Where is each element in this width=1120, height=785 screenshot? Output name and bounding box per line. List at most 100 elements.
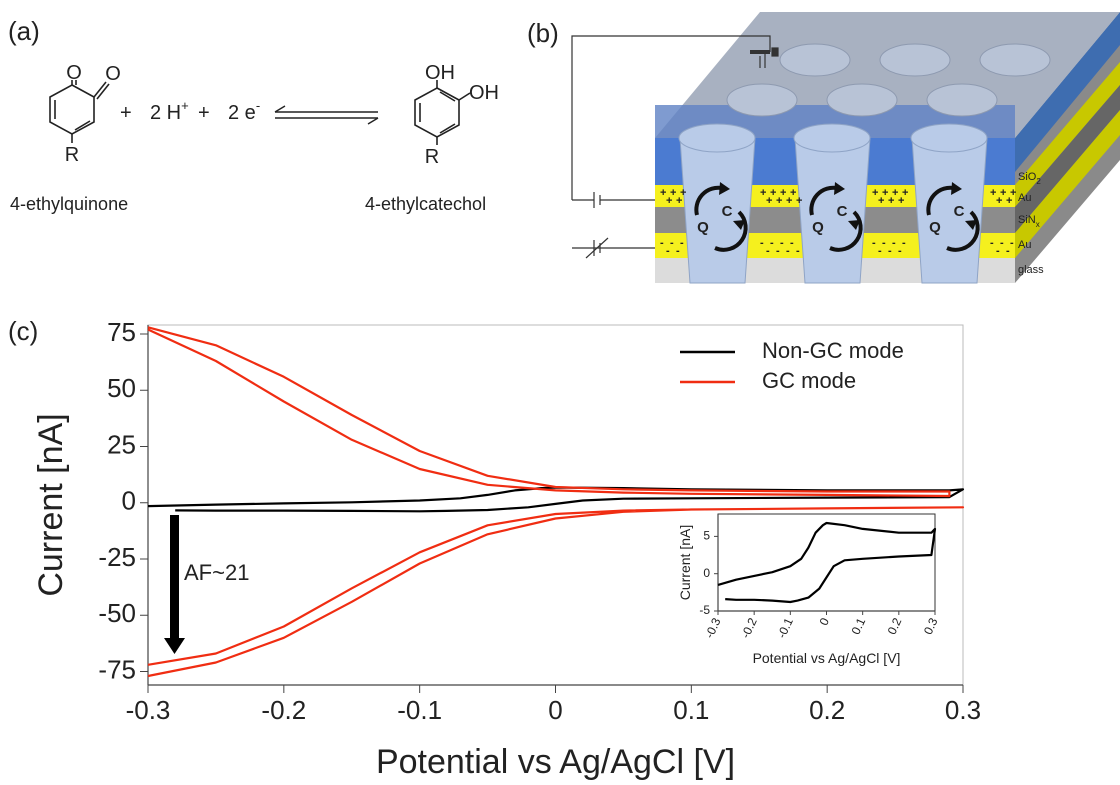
charge: + <box>776 195 782 207</box>
cycle-label: Q <box>929 219 941 236</box>
cycle-arrow <box>694 185 723 216</box>
cycle-label: C <box>954 203 965 220</box>
legend-label: GC mode <box>762 368 856 393</box>
y-tick-label: 0 <box>122 486 136 516</box>
charge: - <box>770 237 774 249</box>
charge: - <box>1010 237 1014 249</box>
x-tick-label: 0.2 <box>809 695 845 725</box>
y-axis-label: Current [nA] <box>677 525 693 600</box>
charge: + <box>790 187 796 199</box>
charge: + <box>660 187 666 199</box>
charge: + <box>680 187 686 199</box>
equilibrium-arrow <box>274 105 379 125</box>
x-axis-label: Potential vs Ag/AgCl [V] <box>376 743 735 781</box>
charge: - <box>666 245 670 257</box>
x-tick-label: 0.3 <box>945 695 981 725</box>
y-tick-label: -25 <box>98 542 136 572</box>
panel-b: (b) + + ++ +- - -- -+ + + ++ + + +- - - -- - - -+ + + ++ + +- - -… <box>527 12 1120 284</box>
charge: - <box>990 237 994 249</box>
charge: - <box>660 237 664 249</box>
charge: + <box>902 187 908 199</box>
charge: + <box>892 187 898 199</box>
y-tick-label: 50 <box>107 373 136 403</box>
x-tick-label: 0 <box>548 695 562 725</box>
charge: - <box>766 245 770 257</box>
atom-label: O <box>66 62 82 84</box>
equation: + 2 H+ + 2 e- <box>120 93 260 124</box>
panel-label: (c) <box>8 316 38 346</box>
x-tick-label: -0.3 <box>126 695 171 725</box>
cycle-label: Q <box>812 219 824 236</box>
charge: + <box>990 187 996 199</box>
annotation-arrow-head <box>164 638 185 654</box>
layer-sub: x <box>1036 220 1040 229</box>
layer-label: SiNx <box>1018 214 1040 229</box>
quinone-structure <box>49 80 110 143</box>
circuit <box>571 35 779 259</box>
arrow-head <box>719 182 730 195</box>
x-tick-label: -0.1 <box>774 615 796 640</box>
y-tick-label: -5 <box>699 603 710 617</box>
x-tick-label: 0 <box>817 615 833 627</box>
charge: + <box>882 187 888 199</box>
charge: + <box>786 195 792 207</box>
charge: + <box>796 195 802 207</box>
eq-sup: - <box>256 98 260 113</box>
charge: - <box>760 237 764 249</box>
eq-term: + <box>120 102 132 124</box>
charge: - <box>786 245 790 257</box>
charge: + <box>780 187 786 199</box>
x-tick-label: 0.3 <box>921 615 941 636</box>
y-tick-label: -75 <box>98 654 136 684</box>
eq-term: 2 e <box>228 102 256 124</box>
charge: + <box>878 195 884 207</box>
legend-label: Non-GC mode <box>762 338 904 363</box>
annotation-arrow <box>170 515 179 640</box>
y-tick-label: -50 <box>98 598 136 628</box>
charge: - <box>898 245 902 257</box>
charge: + <box>670 187 676 199</box>
cycle-label: C <box>837 203 848 220</box>
charge: + <box>760 187 766 199</box>
charge: - <box>796 245 800 257</box>
x-tick-label: 0.1 <box>849 615 869 636</box>
cycle-arrow <box>829 210 863 252</box>
cycle-arrow <box>946 210 980 252</box>
cycle-label: Q <box>697 219 709 236</box>
eq-term: + <box>198 102 210 124</box>
y-tick-label: 75 <box>107 317 136 347</box>
charge: - <box>882 237 886 249</box>
panel-label: (a) <box>8 16 40 46</box>
plot-frame <box>717 513 936 612</box>
catechol-structure <box>414 80 471 145</box>
arrow-head <box>951 182 962 195</box>
redox-cycles: + + ++ +- - -- -+ + + ++ + + +- - - -- - - -+ + + ++ + +- - - -- - -… <box>660 182 1016 257</box>
charge: - <box>996 245 1000 257</box>
cycle-arrow <box>714 210 748 252</box>
x-tick-label: 0.1 <box>673 695 709 725</box>
cycle-arrow <box>809 185 838 216</box>
charge: - <box>888 245 892 257</box>
charge: + <box>676 195 682 207</box>
eq-sup: + <box>181 98 189 113</box>
x-tick-label: -0.1 <box>397 695 442 725</box>
charge: - <box>902 237 906 249</box>
arrow-head <box>965 220 977 230</box>
cycle-arrow <box>926 185 955 216</box>
charge: - <box>776 245 780 257</box>
charge: - <box>676 245 680 257</box>
arrow-head <box>834 182 845 195</box>
layer-text: SiO <box>1018 171 1037 183</box>
x-tick-label: -0.2 <box>261 695 306 725</box>
arrow-head <box>848 220 860 230</box>
data-line <box>147 326 965 678</box>
compound-name: 4-ethylquinone <box>10 194 128 214</box>
charge: - <box>1006 245 1010 257</box>
atom-label: R <box>65 144 79 166</box>
charge: - <box>780 237 784 249</box>
charge: - <box>892 237 896 249</box>
y-axis-label: Current [nA] <box>32 413 70 596</box>
eq-term: 2 H <box>150 102 181 124</box>
